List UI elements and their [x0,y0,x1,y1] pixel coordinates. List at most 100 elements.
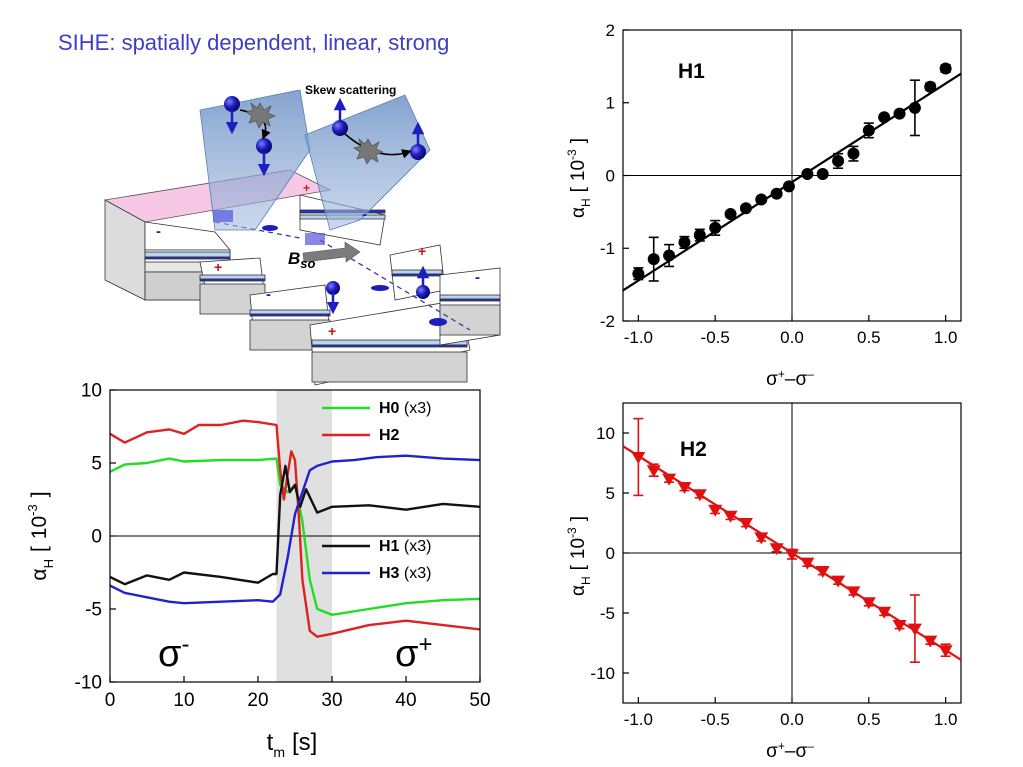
data-point [708,504,723,517]
headline: SIHE: spatially dependent, linear, stron… [58,30,450,55]
skew-scattering-label: Skew scattering [305,83,396,97]
y-tick-label: 2 [606,21,615,40]
spin-ball [224,96,240,135]
spin-ball [256,138,272,177]
chart-h1: -1.0 -0.5 0.0 0.5 1.0 -2 -1 0 1 2 H1 σ+–σ– αH[10… [565,21,962,390]
chart-h2: -1.0 -0.5 0.0 0.5 1.0 -10 -5 0 5 10 H2 σ+–σ– αH[… [565,402,962,762]
x-axis-label: σ+–σ– [766,367,814,390]
x-tick-label: 0.0 [780,710,804,729]
legend-series-note: (x3) [399,565,431,582]
y-tick-label: -2 [600,312,615,331]
legend-label: H2 [379,427,400,444]
series-line-h1 [109,464,481,586]
data-point [939,62,952,75]
sign-plus: + [214,259,222,275]
x-tick-label: -0.5 [701,328,730,347]
data-point [816,168,829,181]
sign-minus: - [475,269,480,286]
data-point [631,452,646,464]
data-point [782,180,795,193]
data-point [723,510,738,523]
impurity-star [245,102,276,129]
panel-label-h2: H2 [680,438,707,461]
sigma-minus-label: σ- [158,631,189,675]
spin-ball [410,121,426,160]
y-tick-label: -1 [600,239,615,258]
x-tick-label: -0.5 [701,710,730,729]
x-tick-label: 0.5 [857,710,881,729]
data-point [632,267,645,280]
x-axis-label: tm [s] [267,729,318,760]
x-tick-label: -1.0 [624,328,653,347]
sign-minus: - [266,286,271,303]
data-point [663,249,676,262]
x-tick-label: 0.0 [780,328,804,347]
y-tick-label: 5 [606,484,615,503]
spin-ball [416,265,430,299]
data-point [662,473,677,486]
x-tick-label: 30 [321,690,342,711]
data-point [862,124,875,137]
legend-label: H0 (x3) [379,400,431,417]
y-tick-label: -10 [590,664,615,683]
data-point [847,147,860,160]
series-line-h0 [109,457,481,616]
y-tick-label: 0 [91,527,102,548]
legend-series-name: H0 [379,400,400,417]
sigma-plus-label: σ+ [395,631,432,675]
x-tick-label: 10 [173,690,194,711]
data-point [923,635,938,648]
data-point [677,482,692,494]
data-point [647,253,660,266]
y-tick-label: 1 [606,94,615,113]
data-point [800,557,815,570]
spin-ball [326,281,340,315]
sign-minus: - [362,206,367,223]
data-point [831,575,846,588]
device-illustration: Bso Skew scattering + + + + - - - - [103,83,501,386]
data-point [724,208,737,221]
x-tick-label: 40 [395,690,416,711]
series-line-h3 [109,454,481,605]
x-tick-label: 20 [247,690,268,711]
impurity-star [353,138,384,165]
smeared-electron [262,225,278,231]
x-tick-label: 1.0 [934,710,958,729]
data-point [893,107,906,120]
x-tick-label: 0 [105,690,116,711]
panel-label-h1: H1 [678,60,705,83]
data-point [770,187,783,200]
data-point [646,465,661,478]
data-point [755,193,768,206]
device-slab [104,194,501,386]
data-point [908,101,921,114]
data-point [769,543,784,556]
x-axis-label: σ+–σ– [766,739,814,762]
data-point [815,566,830,578]
data-point [892,620,907,632]
sign-minus: - [156,223,161,240]
y-tick-label: 0 [606,166,615,185]
smeared-electron [371,285,389,291]
data-point [924,80,937,93]
y-tick-label: -5 [600,604,615,623]
data-point [709,221,722,234]
legend-series-note: (x3) [399,538,431,555]
legend-label: H1 (x3) [379,538,431,555]
data-point [878,111,891,124]
spot-left [213,210,233,222]
data-point [678,236,691,249]
data-point [832,154,845,167]
series-line-h2 [109,419,481,638]
data-point [907,623,922,636]
y-axis-label: αH[10-3] [25,491,56,580]
y-tick-label: -5 [85,600,102,621]
spin-ball [332,97,348,136]
data-point [801,168,814,181]
y-tick-label: 5 [91,454,102,475]
bso-arrow [302,241,361,263]
y-axis-label: αH[10-3] [565,516,593,596]
spot-right [305,233,325,245]
